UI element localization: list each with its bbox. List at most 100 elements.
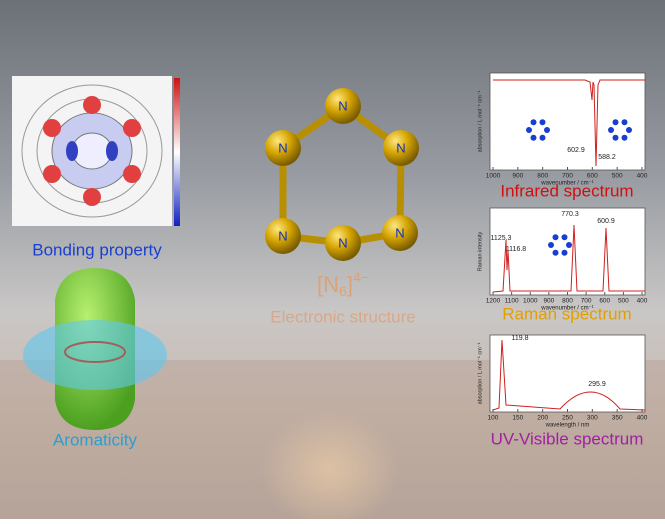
molecule-icon-atom xyxy=(544,127,550,133)
spectra: 1000 900 800 700 600 500 400 wavenumber / cm⁻¹ a… xyxy=(477,72,648,448)
x-tick-label: 100 xyxy=(488,415,499,422)
x-tick-label: 1100 xyxy=(505,298,519,305)
formula: [N6]4− xyxy=(317,269,369,299)
x-tick-label: 350 xyxy=(612,415,623,422)
n6-ring: N N N N N N xyxy=(265,88,419,261)
molecule-icon-atom xyxy=(566,242,572,248)
atom-label: N xyxy=(338,98,347,113)
atom xyxy=(382,215,418,251)
red-lobe xyxy=(83,188,101,206)
x-tick-label: 800 xyxy=(562,298,573,305)
formula-sub: 6 xyxy=(339,283,347,299)
x-tick-label: 900 xyxy=(543,298,554,305)
structure-caption: Electronic structure xyxy=(270,307,416,326)
x-axis-label: wavenumber / cm⁻¹ xyxy=(540,306,594,312)
molecule-icon-atom xyxy=(539,119,546,126)
formula-sup: 4− xyxy=(353,269,369,285)
x-tick-label: 600 xyxy=(599,298,610,305)
spectrum-curve xyxy=(492,224,645,293)
x-tick-label: 500 xyxy=(612,173,623,180)
peak-label: 119.8 xyxy=(512,335,529,342)
y-axis-label: absorption / L mol⁻¹ cm⁻¹ xyxy=(477,342,483,404)
molecule-icon-atom xyxy=(530,134,537,141)
atom xyxy=(265,218,301,254)
x-tick-label: 400 xyxy=(637,298,648,305)
molecule-icon-atom xyxy=(530,119,537,126)
atom-label: N xyxy=(278,228,287,243)
red-lobe xyxy=(43,165,61,183)
contour xyxy=(21,84,163,218)
x-tick-label: 250 xyxy=(562,415,573,422)
peak-label: 295.9 xyxy=(588,381,606,388)
molecule-icon-atom xyxy=(539,134,546,141)
ring-outline xyxy=(64,341,126,363)
x-tick-label: 900 xyxy=(512,173,523,180)
x-tick-label: 1200 xyxy=(486,298,501,305)
atom-label: N xyxy=(278,140,287,155)
molecule-icon-atom xyxy=(548,242,554,248)
red-lobe xyxy=(123,165,141,183)
molecule-icon-atom xyxy=(552,249,559,256)
atom-label: N xyxy=(395,225,404,240)
formula-base: [N xyxy=(317,272,339,297)
x-axis-label: wavenumber / cm⁻¹ xyxy=(540,181,594,187)
x-tick-label: 800 xyxy=(537,173,548,180)
blue-lobe xyxy=(66,141,78,161)
contour-map xyxy=(12,76,180,226)
molecule-icon-atom xyxy=(626,127,632,133)
atom xyxy=(265,130,301,166)
x-tick-label: 500 xyxy=(618,298,629,305)
peak-label: 1116.8 xyxy=(506,246,526,253)
x-tick-label: 700 xyxy=(562,173,573,180)
molecule-icon-atom xyxy=(526,127,532,133)
y-axis-label: Raman intensity xyxy=(477,232,483,272)
atom xyxy=(383,130,419,166)
isosurface xyxy=(23,268,167,430)
atom xyxy=(325,88,361,124)
x-tick-label: 150 xyxy=(512,415,523,422)
spectrum-caption: Raman spectrum xyxy=(502,304,631,323)
molecule-icon-atom xyxy=(612,119,619,126)
aromaticity-caption: Aromaticity xyxy=(53,430,138,449)
x-tick-label: 1000 xyxy=(486,173,501,180)
campfire-glow xyxy=(260,410,400,524)
peak-label: 600.9 xyxy=(597,218,615,225)
bonding-caption: Bonding property xyxy=(32,240,162,259)
molecule-icon-atom xyxy=(621,119,628,126)
molecule-icon-atom xyxy=(608,127,614,133)
x-tick-label: 700 xyxy=(581,298,592,305)
x-tick-label: 400 xyxy=(637,415,648,422)
peak-label: 602.9 xyxy=(567,147,585,154)
plot-frame xyxy=(489,334,646,413)
molecule-icon-atom xyxy=(561,249,568,256)
peak-label: 1125.3 xyxy=(491,235,512,242)
blue-lobe xyxy=(106,141,118,161)
x-tick-label: 1000 xyxy=(523,298,538,305)
atom-label: N xyxy=(396,140,405,155)
spectrum-curve xyxy=(492,339,646,411)
peak-label: 770.3 xyxy=(561,211,579,218)
molecule-icon-atom xyxy=(561,234,568,241)
formula-close: ] xyxy=(347,272,353,297)
x-tick-label: 400 xyxy=(637,173,648,180)
x-axis-label: wavelength / nm xyxy=(545,423,590,429)
plot-frame xyxy=(489,72,646,171)
spectrum-caption: UV-Visible spectrum xyxy=(491,429,644,448)
x-tick-label: 600 xyxy=(587,173,598,180)
color-bar xyxy=(174,78,180,226)
red-lobe xyxy=(43,119,61,137)
atom xyxy=(325,225,361,261)
x-tick-label: 200 xyxy=(537,415,548,422)
x-tick-label: 300 xyxy=(587,415,598,422)
molecule-icon-atom xyxy=(621,134,628,141)
atom-label: N xyxy=(338,235,347,250)
spectrum-caption: Infrared spectrum xyxy=(500,181,633,200)
peak-label: 588.2 xyxy=(598,154,616,161)
molecule-icon-atom xyxy=(552,234,559,241)
red-lobe xyxy=(83,96,101,114)
red-lobe xyxy=(123,119,141,137)
y-axis-label: absorption / L mol⁻¹ cm⁻¹ xyxy=(477,90,483,152)
blue-surface xyxy=(23,320,167,390)
